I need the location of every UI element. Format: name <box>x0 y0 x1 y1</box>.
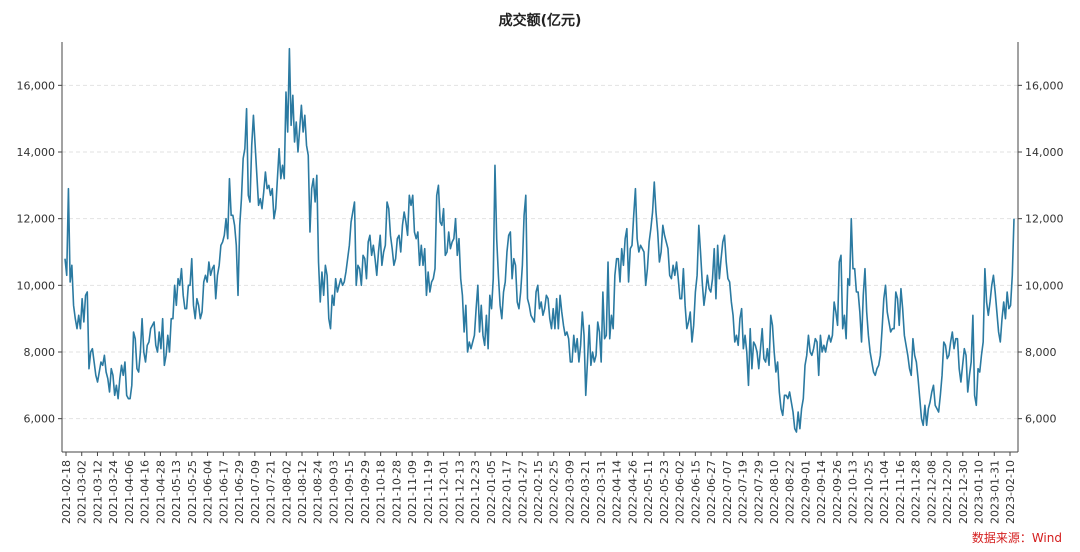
y-tick-label: 14,000 <box>1025 146 1064 159</box>
x-tick-label: 2022-07-19 <box>737 460 750 524</box>
x-tick-label: 2022-05-23 <box>658 460 671 524</box>
axes <box>61 42 1019 453</box>
gridlines <box>62 84 1018 420</box>
x-tick-label: 2021-06-17 <box>217 460 230 524</box>
y-tick-label: 6,000 <box>1025 413 1057 426</box>
x-tick-label: 2023-01-10 <box>973 460 986 524</box>
x-tick-label: 2022-06-27 <box>705 460 718 524</box>
x-tick-label: 2022-10-25 <box>862 460 875 524</box>
x-tick-label: 2022-06-02 <box>674 460 687 524</box>
y-tick-label: 16,000 <box>17 79 56 92</box>
x-tick-label: 2021-03-24 <box>107 460 120 524</box>
x-tick-label: 2021-12-23 <box>469 460 482 524</box>
x-tick-label: 2022-01-05 <box>485 460 498 524</box>
y-axis-left: 6,000 8,000 10,000 12,000 14,000 16,000 <box>17 79 62 426</box>
y-tick-label: 14,000 <box>17 146 56 159</box>
x-tick-label: 2022-12-30 <box>957 460 970 524</box>
x-tick-label: 2022-02-25 <box>548 460 561 524</box>
x-tick-label: 2021-09-15 <box>343 460 356 524</box>
x-tick-label: 2022-12-08 <box>925 460 938 524</box>
series-line <box>64 47 1015 433</box>
x-tick-label: 2022-06-15 <box>689 460 702 524</box>
y-tick-label: 12,000 <box>17 213 56 226</box>
y-tick-label: 12,000 <box>1025 213 1064 226</box>
x-tick-label: 2021-05-13 <box>170 460 183 524</box>
x-tick-label: 2022-03-21 <box>579 460 592 524</box>
x-tick-label: 2021-03-02 <box>76 460 89 524</box>
x-tick-label: 2021-09-29 <box>359 460 372 524</box>
data-source-note: 数据来源：Wind <box>971 531 1062 545</box>
x-tick-label: 2023-02-10 <box>1004 460 1017 524</box>
y-axis-right: 6,000 8,000 10,000 12,000 14,000 16,000 <box>1018 79 1064 426</box>
x-axis: 2021-02-18 2021-03-02 2021-03-12 2021-03-24… <box>60 452 1017 524</box>
x-tick-label: 2021-06-29 <box>233 460 246 524</box>
x-tick-label: 2021-08-24 <box>312 460 325 524</box>
x-tick-label: 2022-09-26 <box>831 460 844 524</box>
y-tick-label: 8,000 <box>1025 346 1057 359</box>
x-tick-label: 2022-07-29 <box>752 460 765 524</box>
x-tick-label: 2022-12-20 <box>941 460 954 524</box>
y-tick-label: 10,000 <box>1025 279 1064 292</box>
x-tick-label: 2022-10-13 <box>847 460 860 524</box>
x-tick-label: 2022-02-15 <box>532 460 545 524</box>
x-tick-label: 2021-02-18 <box>60 460 73 524</box>
x-tick-label: 2021-11-19 <box>422 460 435 524</box>
x-tick-label: 2021-04-06 <box>123 460 136 524</box>
x-tick-label: 2022-03-09 <box>563 460 576 524</box>
x-tick-label: 2021-07-21 <box>265 460 278 524</box>
x-tick-label: 2022-04-14 <box>611 460 624 524</box>
x-tick-label: 2022-11-28 <box>910 460 923 524</box>
y-tick-label: 6,000 <box>24 413 56 426</box>
y-tick-label: 16,000 <box>1025 79 1064 92</box>
x-tick-label: 2022-01-27 <box>516 460 529 524</box>
x-tick-label: 2022-04-26 <box>626 460 639 524</box>
x-tick-label: 2021-10-28 <box>390 460 403 524</box>
x-tick-label: 2022-08-22 <box>784 460 797 524</box>
y-tick-label: 8,000 <box>24 346 56 359</box>
x-tick-label: 2022-09-01 <box>799 460 812 524</box>
x-tick-label: 2022-03-31 <box>595 460 608 524</box>
x-tick-label: 2022-11-16 <box>894 460 907 524</box>
x-tick-label: 2023-01-31 <box>988 460 1001 524</box>
x-tick-label: 2021-09-03 <box>327 460 340 524</box>
x-tick-label: 2021-05-25 <box>186 460 199 524</box>
x-tick-label: 2021-08-12 <box>296 460 309 524</box>
x-tick-label: 2021-12-13 <box>453 460 466 524</box>
x-tick-label: 2022-05-11 <box>642 460 655 524</box>
x-tick-label: 2021-11-09 <box>406 460 419 524</box>
x-tick-label: 2022-01-17 <box>501 460 514 524</box>
x-tick-label: 2022-08-10 <box>768 460 781 524</box>
x-tick-label: 2021-04-28 <box>154 460 167 524</box>
x-tick-label: 2021-03-12 <box>91 460 104 524</box>
x-tick-label: 2022-07-07 <box>721 460 734 524</box>
x-tick-label: 2021-04-16 <box>139 460 152 524</box>
x-tick-label: 2021-12-01 <box>438 460 451 524</box>
y-tick-label: 10,000 <box>17 279 56 292</box>
x-tick-label: 2022-11-04 <box>878 460 891 524</box>
x-tick-label: 2021-06-04 <box>202 460 215 524</box>
x-tick-label: 2021-08-02 <box>280 460 293 524</box>
x-tick-label: 2022-09-14 <box>815 460 828 524</box>
chart-title: 成交额(亿元) <box>499 12 582 29</box>
x-tick-label: 2021-07-09 <box>249 460 262 524</box>
x-tick-label: 2021-10-18 <box>375 460 388 524</box>
